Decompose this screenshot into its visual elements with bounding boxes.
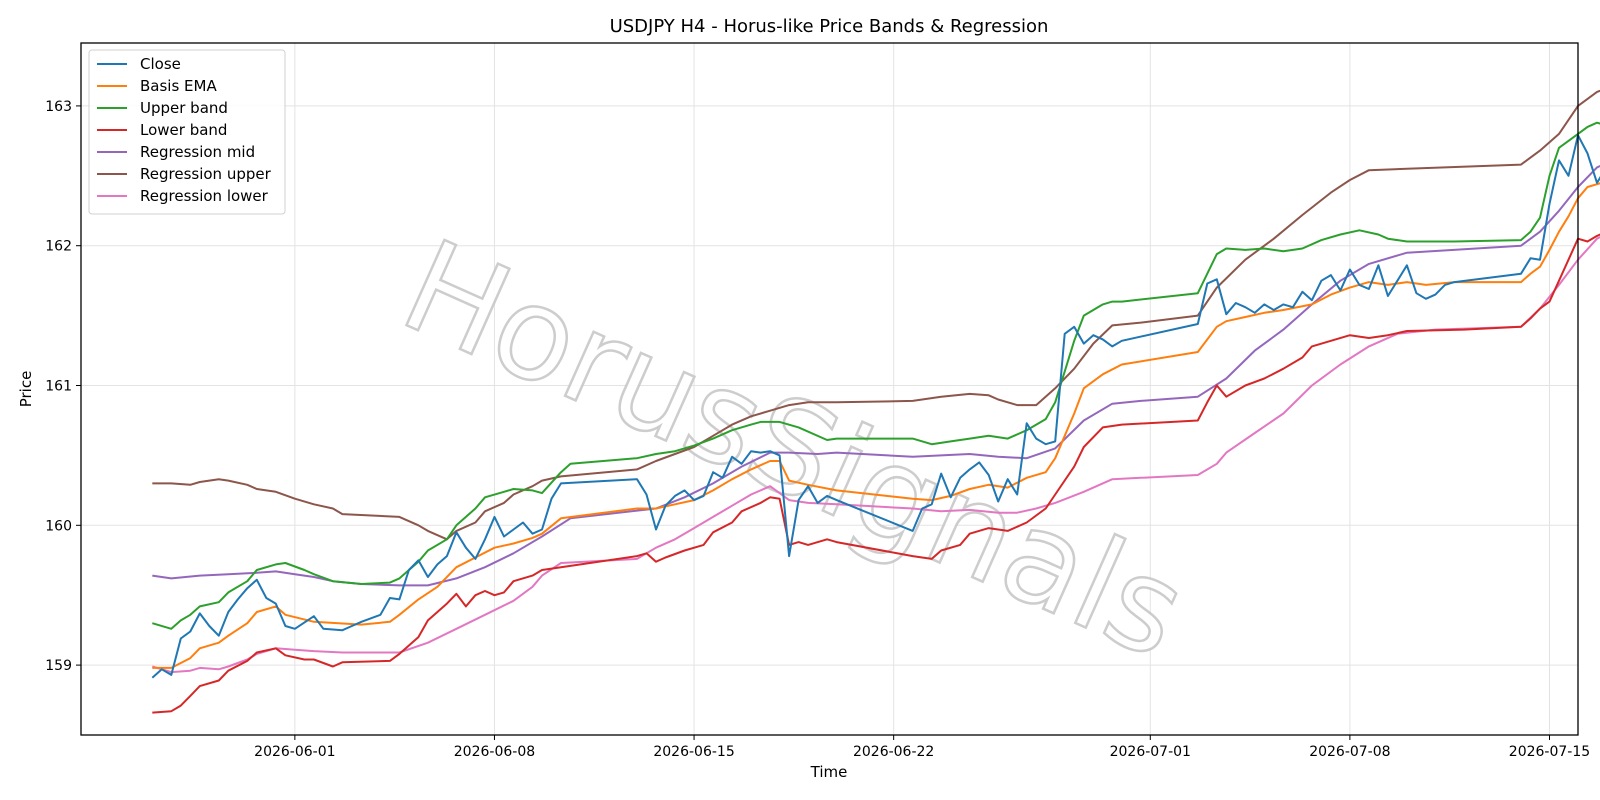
- y-tick-label: 161: [45, 379, 72, 395]
- series-line-upper-band: [152, 121, 1600, 630]
- x-tick-label: 2026-07-01: [1110, 744, 1191, 760]
- series-line-regression-upper: [152, 89, 1600, 541]
- series-line-regression-mid: [152, 164, 1600, 587]
- legend-label-regression-mid: Regression mid: [140, 143, 255, 161]
- y-tick-label: 159: [45, 658, 72, 674]
- chart-title: USDJPY H4 - Horus-like Price Bands & Reg…: [610, 16, 1049, 37]
- series-line-basis-ema: [152, 182, 1600, 669]
- series-line-regression-lower: [152, 236, 1600, 674]
- x-tick-label: 2026-07-15: [1509, 744, 1590, 760]
- legend-label-basis-ema: Basis EMA: [140, 77, 217, 95]
- x-tick-label: 2026-06-15: [653, 744, 734, 760]
- y-tick-label: 160: [45, 518, 72, 534]
- legend-label-close: Close: [140, 55, 181, 73]
- x-tick-label: 2026-06-08: [454, 744, 535, 760]
- legend-box: [88, 49, 286, 215]
- series-lines: [151, 89, 1600, 714]
- legend-label-regression-upper: Regression upper: [140, 165, 272, 183]
- y-tick-label: 162: [45, 239, 72, 255]
- x-axis-label: Time: [810, 763, 848, 781]
- legend-label-lower-band: Lower band: [140, 121, 227, 139]
- x-axis-ticks: 2026-06-01 2026-06-08 2026-06-15 2026-06-22…: [254, 735, 1590, 760]
- x-tick-label: 2026-06-01: [254, 744, 335, 760]
- legend: Close Basis EMA Upper band Lower band Regres…: [88, 49, 286, 215]
- y-axis-label: Price: [17, 371, 35, 408]
- series-line-close: [151, 134, 1600, 679]
- legend-label-upper-band: Upper band: [140, 99, 228, 117]
- x-tick-label: 2026-06-22: [853, 744, 934, 760]
- legend-label-regression-lower: Regression lower: [140, 187, 269, 205]
- series-line-lower-band: [152, 233, 1600, 714]
- y-tick-label: 163: [45, 99, 72, 115]
- x-tick-label: 2026-07-08: [1309, 744, 1390, 760]
- y-axis-ticks: 159 160 161 162 163: [45, 99, 81, 674]
- plot-frame: [80, 42, 1579, 736]
